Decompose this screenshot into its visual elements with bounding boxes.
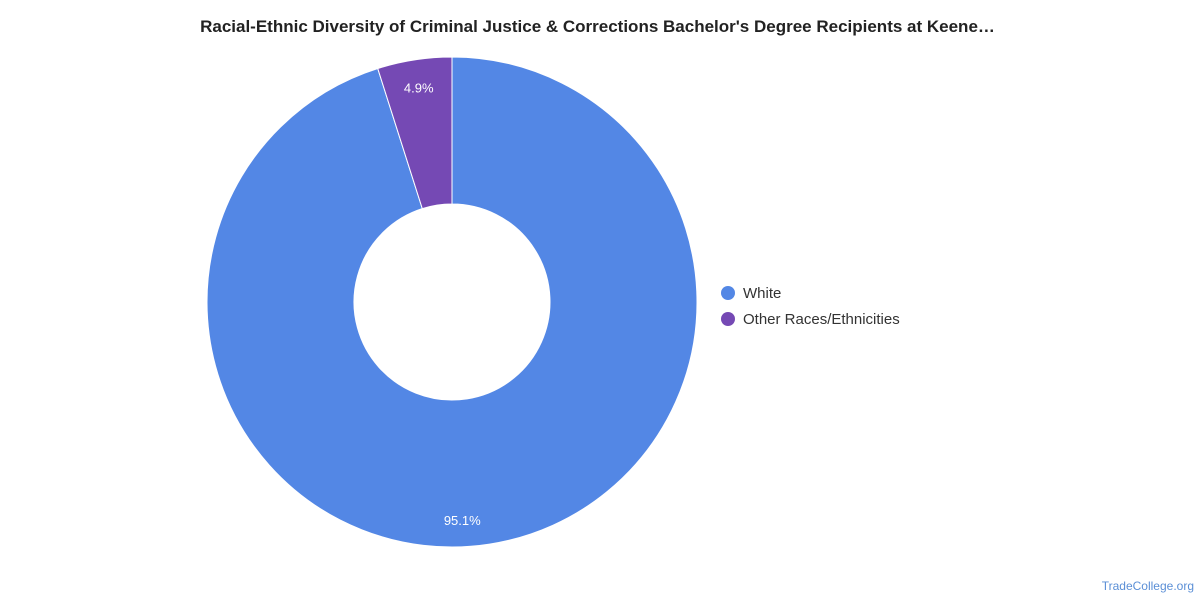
legend-swatch-white: [721, 286, 735, 300]
slice-white[interactable]: [206, 56, 698, 548]
legend-label-white: White: [743, 284, 782, 302]
legend-swatch-other-races: [721, 312, 735, 326]
legend-item-white[interactable]: White: [721, 280, 900, 306]
watermark: TradeCollege.org: [1101, 579, 1194, 593]
slice-label-other-races: 4.9%: [404, 81, 434, 96]
slice-other-races[interactable]: [377, 56, 453, 210]
legend-label-other-races: Other Races/Ethnicities: [743, 310, 900, 328]
slice-label-white: 95.1%: [444, 513, 481, 528]
legend-item-other-races[interactable]: Other Races/Ethnicities: [721, 306, 900, 332]
chart-title: Racial-Ethnic Diversity of Criminal Just…: [200, 17, 995, 36]
legend: White Other Races/Ethnicities: [721, 280, 900, 332]
